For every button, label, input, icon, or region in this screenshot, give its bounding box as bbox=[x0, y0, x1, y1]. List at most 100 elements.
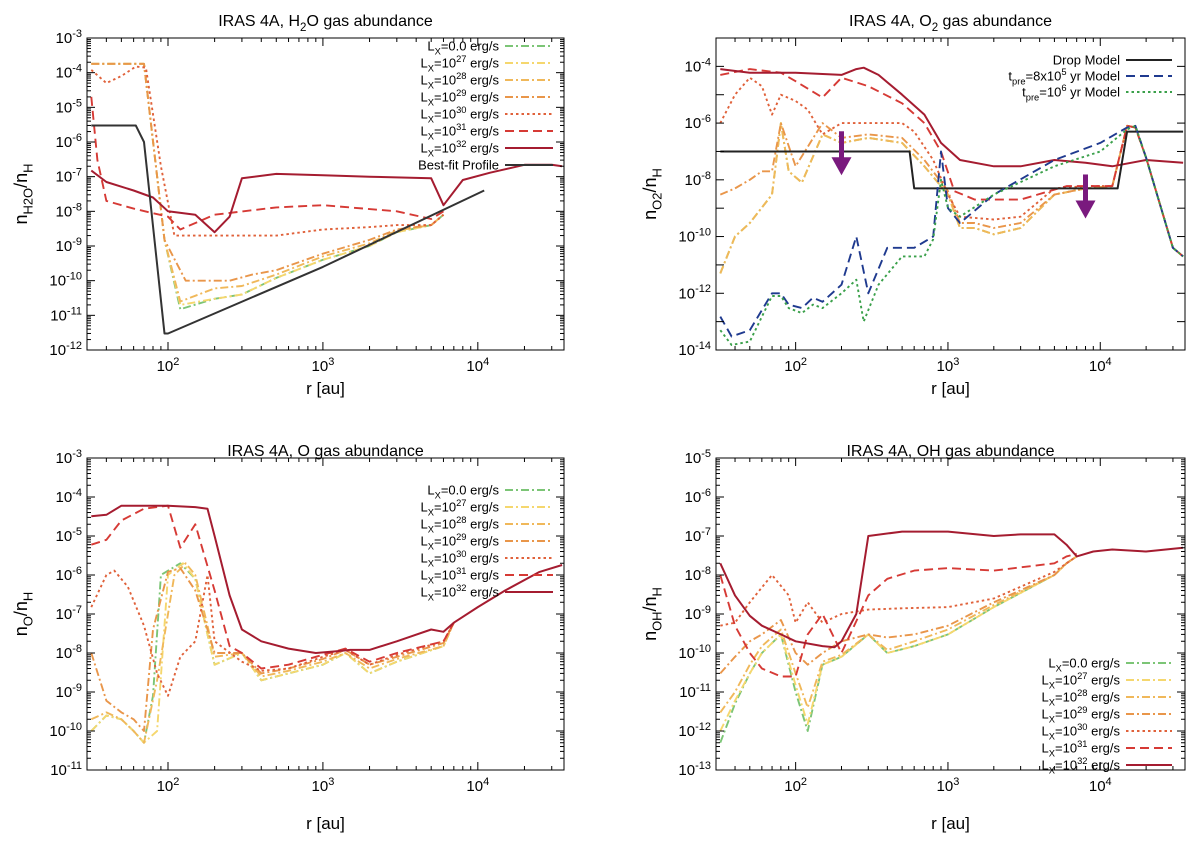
y-tick-label: 10-5​ bbox=[56, 526, 82, 545]
series-line bbox=[719, 555, 1078, 713]
series-line bbox=[90, 567, 455, 732]
y-tick-label: 10-4​ bbox=[685, 56, 711, 75]
x-tick-label: 102​ bbox=[784, 776, 807, 795]
legend-label: Drop Model bbox=[1053, 53, 1120, 68]
y-tick-label: 10-10​ bbox=[49, 271, 82, 290]
series-line bbox=[719, 124, 1184, 338]
legend-item: LX=1031 erg/s bbox=[1042, 739, 1172, 758]
chart-title: IRAS 4A, O2 gas abundance bbox=[849, 13, 1052, 34]
y-tick-label: 10-8​ bbox=[685, 565, 711, 584]
x-tick-label: 102​ bbox=[157, 776, 180, 795]
legend-item: LX=1027 erg/s bbox=[1042, 671, 1172, 690]
legend-label: tpre=8x105 yr Model bbox=[1008, 67, 1120, 86]
series-line bbox=[719, 122, 1184, 274]
series-line bbox=[719, 122, 1184, 258]
x-tick-label: 104​ bbox=[1089, 356, 1112, 375]
plot-frame bbox=[715, 37, 1186, 351]
x-axis-label: r [au] bbox=[306, 814, 345, 833]
series-line bbox=[719, 555, 1078, 675]
y-tick-label: 10-6​ bbox=[56, 565, 82, 584]
legend-item: LX=1032 erg/s bbox=[421, 139, 553, 158]
y-tick-label: 10-10​ bbox=[678, 643, 711, 662]
series-line bbox=[91, 504, 455, 670]
x-tick-label: 103​ bbox=[937, 776, 960, 795]
y-axis-label: nO/nH bbox=[11, 592, 35, 636]
panel-1: IRAS 4A, H2O gas abundance 102​ 103​ 104​ 10… bbox=[11, 13, 565, 398]
y-tick-label: 10-8​ bbox=[56, 201, 82, 220]
y-tick-label: 10-12​ bbox=[49, 340, 82, 359]
series-line bbox=[91, 124, 485, 335]
series-line bbox=[719, 555, 1078, 732]
legend-label: LX=1032 erg/s bbox=[1042, 756, 1121, 775]
y-tick-label: 10-7​ bbox=[56, 604, 82, 623]
legend-label: LX=1027 erg/s bbox=[1042, 671, 1121, 690]
legend-label: LX=0.0 erg/s bbox=[427, 483, 499, 501]
legend-label: LX=1032 erg/s bbox=[421, 139, 500, 158]
legend-label: tpre=106 yr Model bbox=[1022, 83, 1120, 102]
series-line bbox=[719, 122, 1184, 274]
legend-item: LX=1028 erg/s bbox=[1042, 688, 1172, 707]
x-tick-label: 104​ bbox=[1089, 776, 1112, 795]
legend-item: LX=1027 erg/s bbox=[421, 54, 553, 73]
y-tick-label: 10-3​ bbox=[56, 448, 82, 467]
y-tick-label: 10-4​ bbox=[56, 487, 82, 506]
y-tick-label: 10-14​ bbox=[678, 340, 711, 359]
legend-label: LX=1028 erg/s bbox=[421, 515, 500, 534]
chart-title: IRAS 4A, H2O gas abundance bbox=[218, 13, 433, 34]
legend-label: LX=1031 erg/s bbox=[421, 122, 500, 141]
chart-title: IRAS 4A, OH gas abundance bbox=[846, 443, 1054, 460]
y-axis-label: nOH/nH bbox=[640, 587, 664, 641]
legend-item: LX=1031 erg/s bbox=[421, 566, 553, 585]
series-line bbox=[90, 96, 445, 231]
series-line bbox=[719, 552, 1077, 678]
y-axis-label: nO2/nH bbox=[640, 168, 664, 220]
y-tick-label: 10-5​ bbox=[685, 448, 711, 467]
legend-item: Drop Model bbox=[1053, 53, 1172, 68]
series-line bbox=[90, 562, 455, 744]
legend-label: LX=1032 erg/s bbox=[421, 583, 500, 602]
legend-item: LX=0.0 erg/s bbox=[427, 483, 553, 501]
legend-label: LX=1031 erg/s bbox=[421, 566, 500, 585]
legend-label: LX=0.0 erg/s bbox=[427, 39, 499, 57]
legend-item: LX=1032 erg/s bbox=[1042, 756, 1172, 775]
legend-item: LX=1030 erg/s bbox=[421, 105, 553, 124]
legend-label: LX=1031 erg/s bbox=[1042, 739, 1121, 758]
y-tick-label: 10-5​ bbox=[56, 97, 82, 116]
series-line bbox=[91, 62, 445, 303]
x-tick-label: 104​ bbox=[466, 356, 489, 375]
legend-item: LX=1027 erg/s bbox=[421, 498, 553, 517]
x-axis-label: r [au] bbox=[931, 814, 970, 833]
y-tick-label: 10-9​ bbox=[56, 236, 82, 255]
legend: LX=0.0 erg/sLX=1027 erg/sLX=1028 erg/sLX… bbox=[418, 39, 553, 173]
y-tick-label: 10-8​ bbox=[56, 643, 82, 662]
x-axis-label: r [au] bbox=[931, 379, 970, 398]
upper-limit-arrow bbox=[831, 131, 852, 176]
panel-3: IRAS 4A, O gas abundance 102​ 103​ 104​ 10-1… bbox=[11, 443, 565, 833]
legend-item: LX=1030 erg/s bbox=[1042, 722, 1172, 741]
y-axis-label: nH2O/nH bbox=[11, 163, 35, 224]
series-line bbox=[720, 66, 1184, 168]
legend-item: LX=1032 erg/s bbox=[421, 583, 553, 602]
legend-label: LX=1029 erg/s bbox=[421, 532, 500, 551]
x-tick-label: 102​ bbox=[784, 356, 807, 375]
legend-item: LX=1029 erg/s bbox=[421, 532, 553, 551]
y-tick-label: 10-6​ bbox=[685, 487, 711, 506]
y-tick-label: 10-7​ bbox=[685, 526, 711, 545]
legend-item: LX=1029 erg/s bbox=[421, 88, 553, 107]
panel-4: IRAS 4A, OH gas abundance 102​ 103​ 104​ 10-… bbox=[640, 443, 1186, 833]
x-tick-label: 103​ bbox=[937, 356, 960, 375]
legend: LX=0.0 erg/sLX=1027 erg/sLX=1028 erg/sLX… bbox=[421, 483, 553, 602]
upper-limit-arrow bbox=[1075, 174, 1096, 219]
y-tick-label: 10-7​ bbox=[56, 167, 82, 186]
series-line bbox=[90, 569, 455, 697]
series-line bbox=[91, 62, 445, 282]
x-axis-label: r [au] bbox=[306, 379, 345, 398]
y-tick-label: 10-11​ bbox=[50, 760, 82, 779]
series-line bbox=[90, 562, 455, 744]
legend-label: LX=1030 erg/s bbox=[1042, 722, 1121, 741]
series-line bbox=[91, 62, 445, 306]
legend-label: LX=1028 erg/s bbox=[421, 71, 500, 90]
x-tick-label: 102​ bbox=[157, 356, 180, 375]
